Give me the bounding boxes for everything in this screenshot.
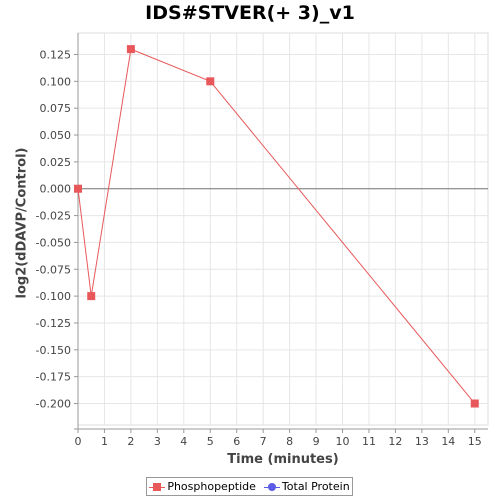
x-tick-label: 12 [388, 435, 402, 448]
y-tick-label: -0.175 [36, 371, 71, 384]
legend-item-phosphopeptide: Phosphopeptide [149, 480, 256, 493]
x-tick-label: 0 [75, 435, 82, 448]
x-tick-label: 4 [180, 435, 187, 448]
x-tick-label: 7 [260, 435, 267, 448]
x-tick-label: 9 [313, 435, 320, 448]
legend-item-total-protein: Total Protein [263, 480, 350, 493]
series-layer [74, 45, 479, 408]
x-tick-label: 14 [441, 435, 455, 448]
legend: Phosphopeptide Total Protein [146, 477, 353, 496]
data-point [470, 399, 479, 408]
x-tick-label: 5 [207, 435, 214, 448]
y-tick-label: 0.100 [40, 75, 72, 88]
y-tick-label: 0.125 [40, 48, 72, 61]
data-point [74, 184, 82, 193]
plot-border [77, 32, 489, 426]
data-point [126, 45, 135, 54]
x-tick-label: 6 [233, 435, 240, 448]
y-tick-label: 0.075 [40, 102, 72, 115]
legend-label-total-protein: Total Protein [281, 480, 350, 493]
x-tick-label: 15 [468, 435, 482, 448]
y-tick-label: -0.200 [36, 398, 71, 411]
y-tick-label: -0.075 [36, 263, 71, 276]
data-point [206, 77, 215, 86]
x-tick-label: 8 [286, 435, 293, 448]
square-marker-icon [149, 482, 166, 492]
y-tick-label: -0.100 [36, 290, 71, 303]
chart-title: IDS#STVER(+ 3)_v1 [145, 2, 355, 24]
circle-marker-icon [263, 482, 280, 492]
x-tick-label: 13 [415, 435, 429, 448]
y-axis-label: log2(dDAVP/Control) [14, 147, 30, 299]
y-tick-label: -0.025 [36, 210, 71, 223]
tick-labels: 0 1 2 3 4 5 6 7 8 9 10 11 12 13 14 150.1250.1000.0750.0… [36, 48, 482, 448]
y-tick-label: -0.150 [36, 344, 71, 357]
legend-label-phosphopeptide: Phosphopeptide [167, 480, 256, 493]
y-tick-label: 0.000 [40, 183, 72, 196]
x-tick-label: 3 [154, 435, 161, 448]
data-point [87, 292, 96, 301]
x-tick-label: 1 [101, 435, 108, 448]
x-tick-label: 11 [362, 435, 376, 448]
y-tick-label: -0.125 [36, 317, 71, 330]
y-tick-label: 0.050 [40, 129, 72, 142]
x-tick-label: 10 [336, 435, 350, 448]
y-tick-label: -0.050 [36, 236, 71, 249]
axes [74, 33, 488, 430]
x-tick-label: 2 [127, 435, 134, 448]
grid-lines [77, 32, 489, 426]
y-tick-label: 0.025 [40, 156, 72, 169]
x-axis-label: Time (minutes) [227, 452, 339, 467]
